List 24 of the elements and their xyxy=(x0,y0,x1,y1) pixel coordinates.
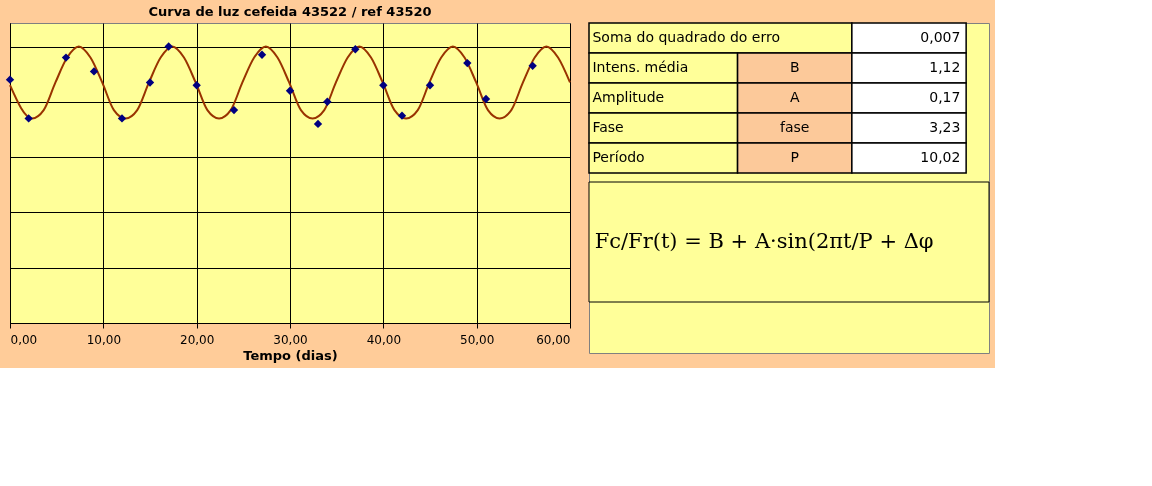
x-tick-label: 10,00 xyxy=(86,332,122,347)
text: P xyxy=(790,149,799,165)
x-tick-label: 50,00 xyxy=(459,332,495,347)
x-tick-label: 60,00 xyxy=(536,332,571,347)
x-tick-label: 30,00 xyxy=(273,332,308,347)
x-tick-label: 20,00 xyxy=(179,332,215,347)
text: Fc/Fr(t) = B + A·sin(2πt/P + Δφ xyxy=(594,229,934,253)
text: Fase xyxy=(592,119,624,135)
x-tick-label: 0,00 xyxy=(10,332,38,347)
text: Intens. média xyxy=(592,59,689,75)
text: Amplitude xyxy=(592,89,665,105)
text: 10,02 xyxy=(920,149,961,165)
text: Soma do quadrado do erro xyxy=(592,29,780,45)
text: fase xyxy=(780,119,810,135)
x-axis-title: Tempo (dias) xyxy=(243,347,338,363)
x-tick-label: 40,00 xyxy=(366,332,402,347)
text: A xyxy=(789,89,800,105)
text: 3,23 xyxy=(929,119,961,135)
text: 0,007 xyxy=(920,29,961,45)
chart-title: Curva de luz cefeida 43522 / ref 43520 xyxy=(148,4,432,19)
text: B xyxy=(789,59,800,75)
text: 1,12 xyxy=(929,59,961,75)
text: 0,17 xyxy=(929,89,961,105)
text: Período xyxy=(592,149,645,165)
